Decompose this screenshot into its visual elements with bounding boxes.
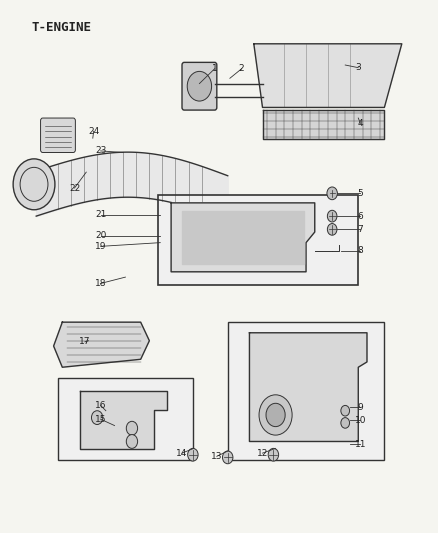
Circle shape [126, 421, 138, 435]
Text: 14: 14 [177, 449, 188, 458]
Circle shape [92, 411, 103, 424]
Text: 8: 8 [357, 246, 364, 255]
Text: 11: 11 [355, 440, 366, 449]
Polygon shape [262, 110, 385, 139]
Bar [228, 322, 385, 460]
FancyBboxPatch shape [41, 118, 75, 152]
Circle shape [223, 451, 233, 464]
Text: 9: 9 [357, 402, 364, 411]
Text: 6: 6 [357, 212, 364, 221]
Circle shape [259, 395, 292, 435]
Polygon shape [250, 333, 367, 441]
Circle shape [187, 71, 212, 101]
Text: 13: 13 [211, 452, 223, 461]
Text: 1: 1 [212, 64, 218, 73]
Text: 24: 24 [88, 127, 99, 136]
Circle shape [341, 406, 350, 416]
Circle shape [341, 418, 350, 428]
Polygon shape [171, 203, 315, 272]
Circle shape [268, 448, 279, 461]
Text: 16: 16 [95, 401, 106, 410]
Circle shape [126, 434, 138, 448]
Text: C: C [229, 228, 244, 247]
Text: 17: 17 [79, 337, 91, 346]
Polygon shape [53, 322, 149, 367]
Text: 7: 7 [357, 225, 364, 234]
FancyBboxPatch shape [182, 62, 217, 110]
Circle shape [13, 159, 55, 210]
Text: 12: 12 [257, 449, 268, 458]
Polygon shape [254, 44, 402, 108]
Text: 22: 22 [69, 183, 80, 192]
Text: T-ENGINE: T-ENGINE [32, 21, 92, 34]
Circle shape [327, 223, 337, 235]
Text: 2: 2 [239, 64, 244, 73]
Text: 4: 4 [358, 119, 363, 128]
Circle shape [266, 403, 285, 426]
Text: 10: 10 [355, 416, 366, 425]
Polygon shape [80, 391, 167, 449]
Text: 20: 20 [95, 231, 106, 240]
Circle shape [327, 187, 337, 200]
Bar [58, 378, 193, 460]
Text: 15: 15 [95, 415, 106, 424]
Text: 21: 21 [95, 210, 106, 219]
Bar [158, 195, 358, 285]
Text: 19: 19 [95, 242, 106, 251]
Circle shape [187, 448, 198, 461]
Text: 5: 5 [357, 189, 364, 198]
Text: 23: 23 [95, 147, 106, 156]
Polygon shape [182, 211, 304, 264]
Circle shape [327, 211, 337, 222]
Text: 18: 18 [95, 279, 106, 288]
Text: 3: 3 [355, 63, 361, 72]
